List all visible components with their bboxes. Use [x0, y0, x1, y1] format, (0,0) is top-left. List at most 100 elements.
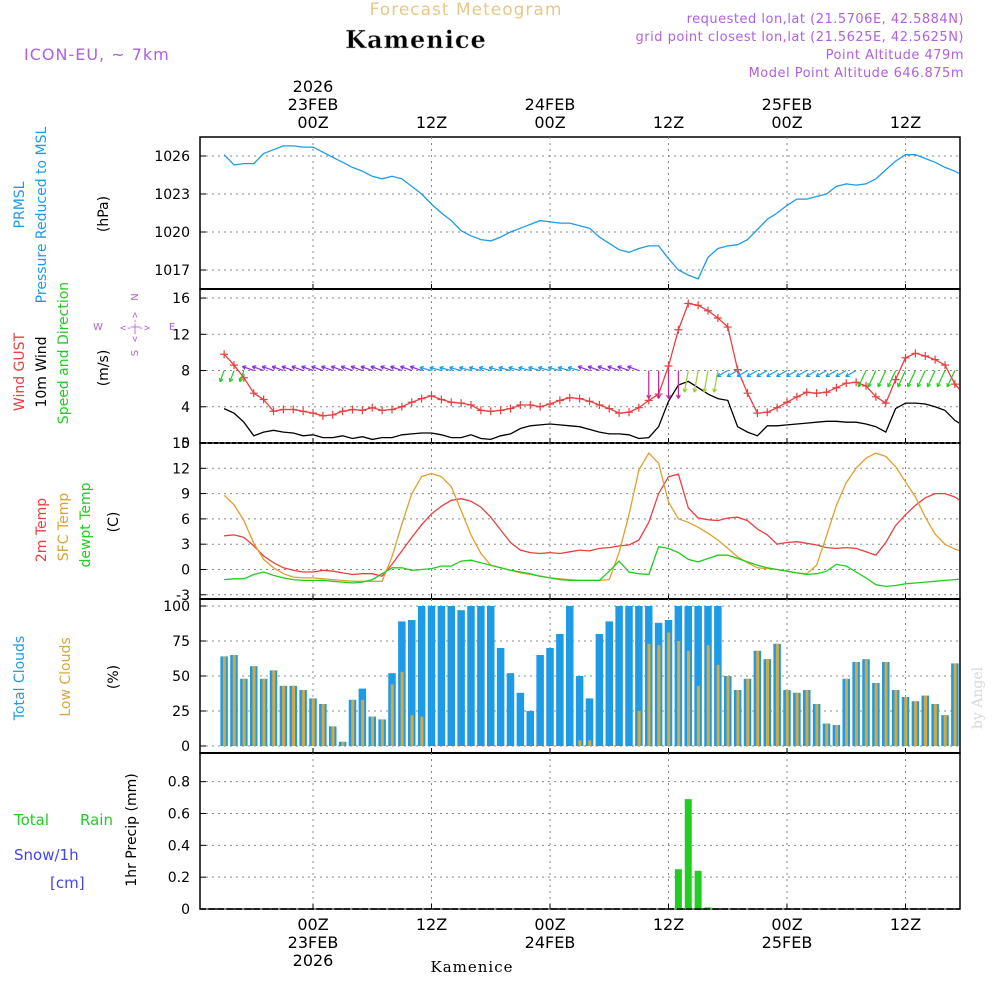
wind-arrow	[370, 365, 383, 372]
wind-arrow-head	[815, 372, 821, 378]
low-cloud-bar	[726, 676, 730, 746]
wind-arrow-head	[478, 365, 484, 371]
wind-arrow	[558, 366, 570, 372]
total-cloud-bar	[556, 634, 564, 746]
bottom-date-label: 24FEB	[525, 933, 576, 952]
wind-arrow	[219, 370, 225, 383]
gust-marker	[230, 361, 238, 370]
low-cloud-bar	[272, 670, 276, 746]
wind-arrow-head	[712, 388, 718, 393]
label-low-clouds: Low Clouds	[58, 637, 74, 716]
wind-arrow-head	[766, 372, 771, 378]
panel-frame-5	[199, 752, 961, 910]
wind-arrow-head	[746, 372, 751, 378]
bottom-time-label: 00Z	[534, 915, 565, 934]
wind-arrow	[518, 366, 531, 372]
gust-marker	[358, 406, 367, 415]
gust-marker	[713, 313, 722, 322]
low-cloud-bar	[746, 678, 750, 746]
total-cloud-bar	[427, 606, 436, 746]
low-cloud-bar	[667, 632, 671, 746]
gust-marker	[397, 402, 406, 411]
label-total: Total	[13, 811, 49, 829]
wind-arrow-head	[702, 388, 708, 393]
low-cloud-bar	[775, 643, 779, 746]
wind-arrow	[439, 366, 452, 372]
gust-marker	[634, 403, 643, 412]
temperature-series	[223, 452, 959, 588]
low-cloud-bar	[716, 664, 720, 746]
wind-arrow	[607, 365, 620, 372]
gust-marker	[348, 405, 357, 414]
total-cloud-bar	[605, 621, 613, 746]
y-axis-ticks: 10171020102310260481216-3036912150255075…	[154, 149, 206, 918]
wind-arrow	[508, 366, 521, 372]
precip-bars	[200, 799, 960, 910]
wind-arrow	[617, 365, 630, 372]
low-cloud-bar	[933, 704, 937, 746]
gust-marker	[407, 398, 416, 407]
wind-arrow-head	[577, 365, 583, 370]
y-tick-label: 6	[181, 512, 190, 528]
y-tick-label: 16	[172, 291, 190, 307]
low-cloud-bar	[825, 723, 829, 746]
wind-arrow-head	[805, 372, 811, 378]
gust-marker	[516, 400, 525, 409]
pressure-line	[223, 145, 959, 280]
total-cloud-bar	[457, 610, 465, 746]
wind-arrow-head	[716, 372, 722, 378]
wind-arrow-head	[360, 365, 366, 370]
low-cloud-bar	[578, 740, 582, 746]
gust-marker	[259, 395, 268, 404]
y-tick-label: 15	[172, 436, 190, 452]
low-cloud-bar	[766, 659, 769, 746]
wind-arrow-head	[656, 394, 662, 399]
low-cloud-bar	[311, 698, 315, 746]
wind-arrow-head	[867, 382, 872, 388]
wind-arrow-head	[321, 365, 326, 370]
wind-arrow	[528, 366, 541, 372]
label-10m-wind: 10m Wind	[34, 336, 50, 407]
low-cloud-bar	[410, 715, 414, 746]
wind-arrow	[331, 365, 343, 372]
wind-arrow	[867, 370, 877, 388]
wind-arrow	[271, 365, 284, 372]
low-cloud-bar	[706, 645, 710, 746]
wind-arrow-head	[238, 377, 244, 383]
low-cloud-bar	[380, 719, 384, 746]
wind-arrow	[380, 365, 393, 372]
gust-marker	[575, 394, 584, 403]
low-cloud-bar	[904, 697, 908, 746]
footer-station: Kamenice	[431, 958, 514, 976]
top-time-label: 00Z	[534, 113, 565, 132]
wind-arrow-head	[627, 365, 632, 370]
low-cloud-bar	[301, 690, 305, 746]
gust-marker	[378, 406, 387, 415]
gust-marker	[812, 389, 821, 398]
wind-arrow	[498, 366, 511, 372]
wind-arrow-head	[756, 372, 761, 378]
gust-marker	[565, 393, 574, 402]
wind-arrow	[390, 365, 403, 372]
gust-marker	[467, 400, 475, 409]
low-cloud-bar	[252, 666, 256, 746]
wind-arrow-head	[301, 365, 306, 370]
wind-arrow-head	[692, 388, 698, 393]
wind-arrow	[410, 365, 422, 372]
low-cloud-bar	[805, 690, 809, 746]
gust-marker	[457, 399, 466, 408]
wind-arrow	[713, 370, 719, 393]
y-tick-label: 0	[181, 436, 190, 452]
wind-arrow	[627, 365, 640, 372]
wind-arrow	[291, 365, 304, 372]
low-cloud-bar	[390, 684, 394, 746]
total-cloud-bar	[595, 634, 604, 746]
gust-marker	[249, 389, 258, 398]
pressure-series	[223, 145, 959, 280]
wind-arrow-head	[835, 372, 840, 378]
top-date-label: 25FEB	[762, 95, 813, 114]
total-cloud-bar	[487, 606, 495, 746]
low-cloud-bar	[924, 695, 927, 746]
wind-arrow	[597, 365, 610, 372]
low-cloud-bar	[845, 678, 848, 746]
